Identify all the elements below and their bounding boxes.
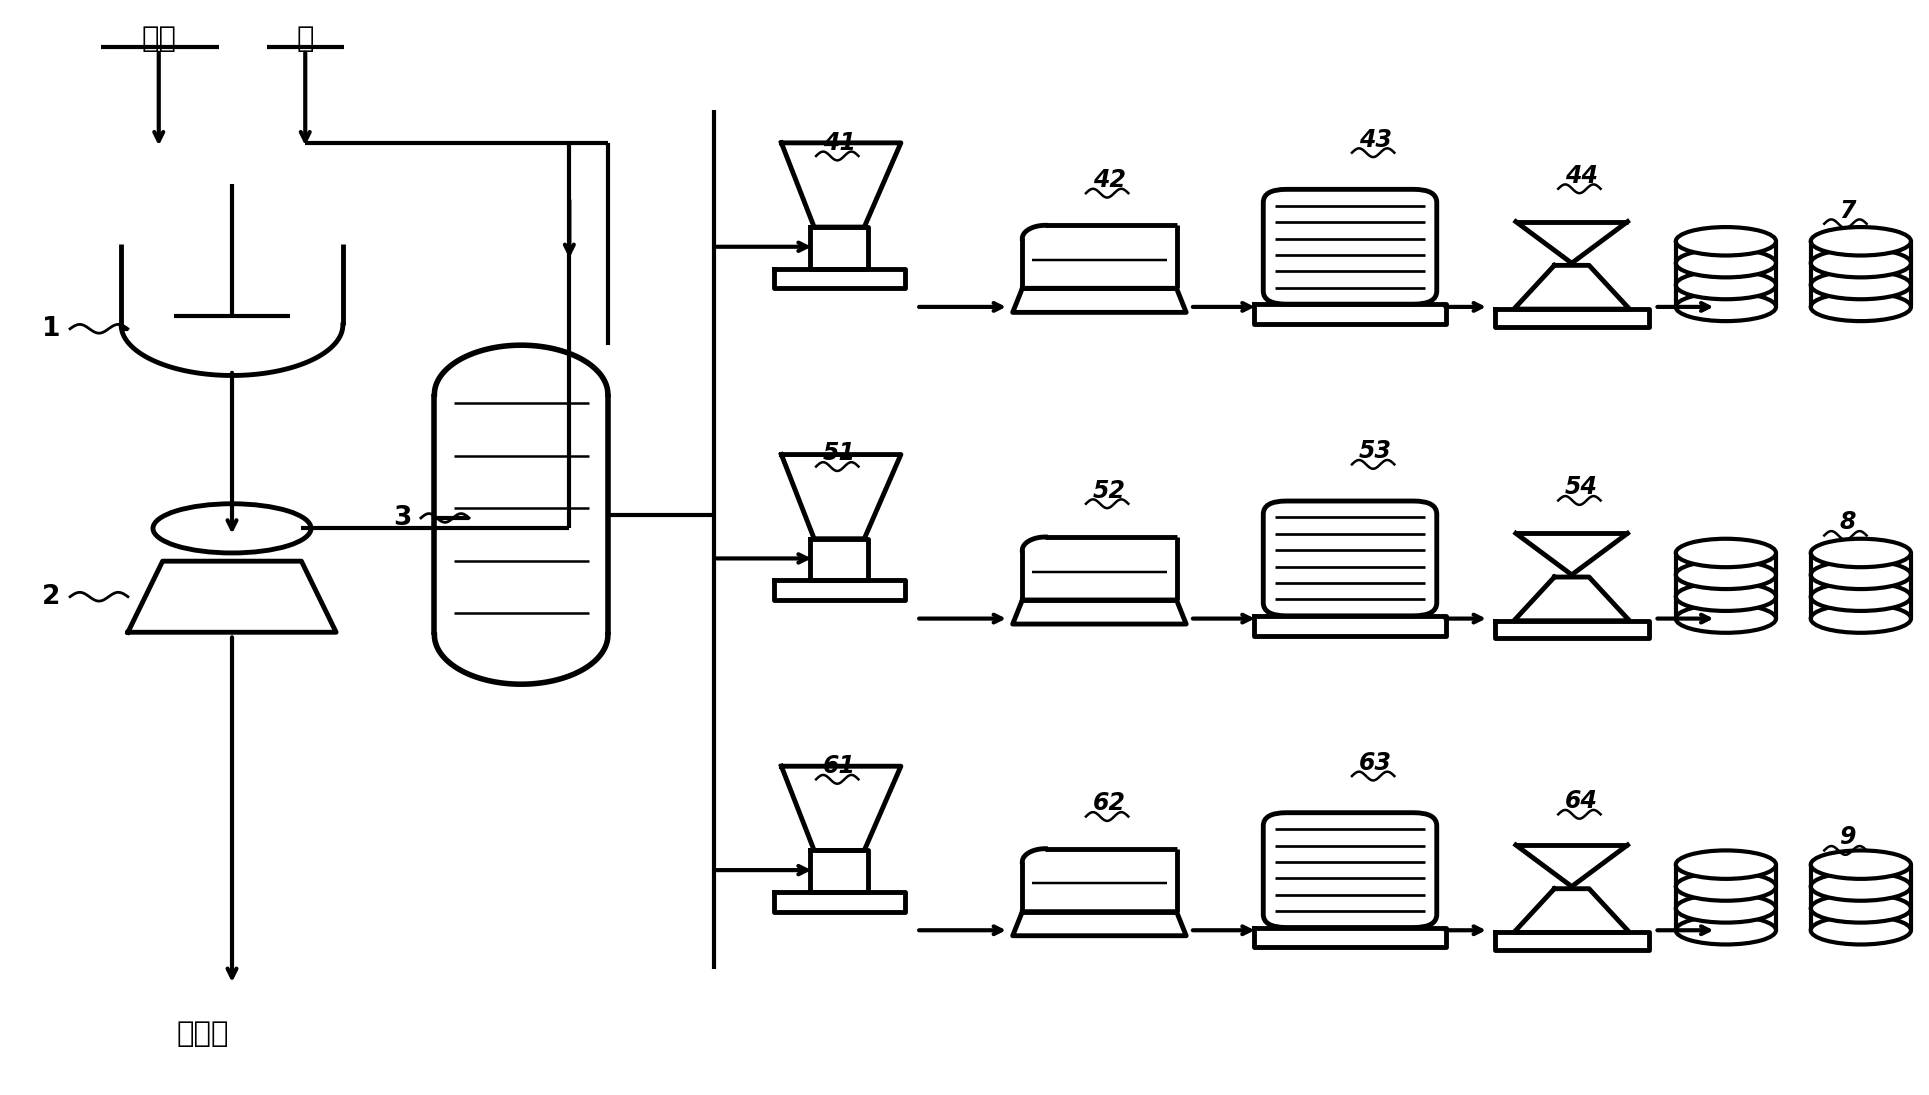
Ellipse shape — [1676, 227, 1777, 255]
Text: 61: 61 — [822, 754, 856, 779]
Text: 深加工: 深加工 — [177, 1021, 230, 1048]
Ellipse shape — [1676, 604, 1777, 633]
FancyBboxPatch shape — [1263, 812, 1437, 927]
Text: 7: 7 — [1838, 198, 1856, 222]
Text: 43: 43 — [1358, 128, 1391, 151]
Text: 1: 1 — [42, 315, 60, 342]
Ellipse shape — [1811, 270, 1912, 299]
Ellipse shape — [1676, 895, 1777, 923]
Ellipse shape — [1811, 604, 1912, 633]
Ellipse shape — [1811, 539, 1912, 567]
Text: 9: 9 — [1838, 826, 1856, 850]
Ellipse shape — [1811, 895, 1912, 923]
Ellipse shape — [1676, 249, 1777, 277]
FancyBboxPatch shape — [1263, 502, 1437, 615]
Text: 2: 2 — [42, 584, 60, 610]
Text: 62: 62 — [1092, 792, 1125, 816]
Ellipse shape — [1811, 227, 1912, 255]
Text: 64: 64 — [1564, 789, 1597, 814]
Ellipse shape — [1676, 851, 1777, 879]
Ellipse shape — [1811, 561, 1912, 589]
Text: 54: 54 — [1564, 475, 1597, 499]
Ellipse shape — [1676, 917, 1777, 945]
Ellipse shape — [1676, 561, 1777, 589]
Ellipse shape — [1676, 292, 1777, 321]
Text: 水: 水 — [297, 25, 314, 53]
Text: 3: 3 — [394, 505, 411, 531]
Ellipse shape — [1676, 539, 1777, 567]
Ellipse shape — [1676, 583, 1777, 611]
Text: 42: 42 — [1092, 168, 1125, 192]
Text: 41: 41 — [822, 131, 856, 154]
Ellipse shape — [1811, 873, 1912, 901]
Ellipse shape — [1811, 583, 1912, 611]
FancyBboxPatch shape — [1263, 189, 1437, 304]
Ellipse shape — [1676, 873, 1777, 901]
Text: 8: 8 — [1838, 510, 1856, 534]
Ellipse shape — [1811, 249, 1912, 277]
Text: 51: 51 — [822, 441, 856, 465]
Ellipse shape — [1811, 851, 1912, 879]
Text: 53: 53 — [1358, 439, 1391, 463]
Ellipse shape — [1811, 917, 1912, 945]
Ellipse shape — [1676, 270, 1777, 299]
Text: 52: 52 — [1092, 479, 1125, 503]
Text: 44: 44 — [1564, 163, 1597, 187]
Text: 矾浆: 矾浆 — [141, 25, 176, 53]
Text: 63: 63 — [1358, 751, 1391, 775]
Ellipse shape — [1811, 292, 1912, 321]
